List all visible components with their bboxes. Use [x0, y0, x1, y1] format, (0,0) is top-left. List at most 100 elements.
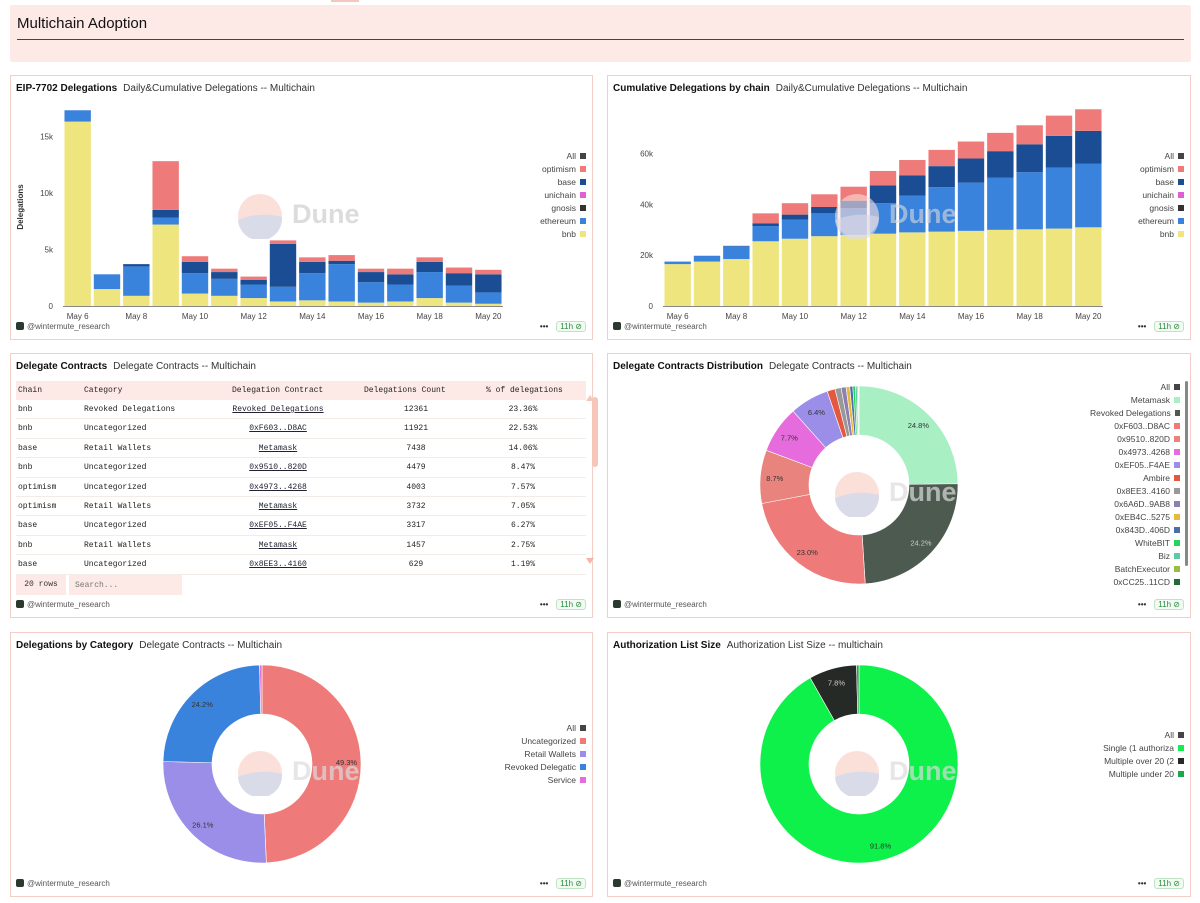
legend-item[interactable]: Metamask: [1090, 394, 1180, 407]
table-row[interactable]: bnb Uncategorized 0x9510..820D 4479 8.47%: [16, 458, 586, 478]
scroll-down-icon[interactable]: [585, 557, 595, 565]
legend-item[interactable]: optimism: [1114, 163, 1184, 176]
legend-scrollbar[interactable]: [1185, 381, 1188, 566]
legend-item[interactable]: BatchExecutor: [1090, 563, 1180, 576]
table-row[interactable]: bnb Revoked Delegations Revoked Delegation…: [16, 400, 586, 420]
more-options-icon[interactable]: •••: [1137, 322, 1147, 331]
panel-title: Authorization List Size Authorization Lis…: [613, 640, 883, 651]
legend-item[interactable]: Single (1 authoriza: [1094, 742, 1184, 755]
column-header[interactable]: Delegation Contract: [232, 386, 324, 395]
legend-item[interactable]: 0x6A6D..9AB8: [1090, 498, 1180, 511]
legend-item[interactable]: Retail Wallets: [496, 748, 586, 761]
legend-item[interactable]: All: [1114, 150, 1184, 163]
refresh-age-badge[interactable]: 11h ⊘: [556, 599, 586, 610]
scroll-up-icon[interactable]: [585, 394, 595, 402]
author-link[interactable]: @wintermute_research: [624, 322, 707, 331]
contract-link[interactable]: Metamask: [258, 501, 298, 511]
legend-item[interactable]: gnosis: [1114, 202, 1184, 215]
legend-item[interactable]: 0x843D..406D: [1090, 524, 1180, 537]
legend-item[interactable]: 0x4973..4268: [1090, 446, 1180, 459]
author-link[interactable]: @wintermute_research: [624, 879, 707, 888]
contract-link[interactable]: 0x8EE3..4160: [249, 560, 307, 570]
legend-swatch: [580, 764, 586, 770]
table-row[interactable]: bnb Uncategorized 0xF603..D8AC 11921 22.53%: [16, 419, 586, 439]
author-link[interactable]: @wintermute_research: [27, 322, 110, 331]
legend-item[interactable]: All: [1094, 729, 1184, 742]
legend-item[interactable]: Multiple under 20: [1094, 768, 1184, 781]
table-row[interactable]: optimism Retail Wallets Metamask 3732 7.05%: [16, 497, 586, 517]
author-link[interactable]: @wintermute_research: [27, 879, 110, 888]
refresh-age-badge[interactable]: 11h ⊘: [556, 321, 586, 332]
table-cell: Uncategorized: [84, 463, 147, 473]
column-header[interactable]: % of delegations: [486, 386, 563, 395]
legend-item[interactable]: Revoked Delegatic: [496, 761, 586, 774]
table-cell: bnb: [18, 405, 33, 414]
legend-item[interactable]: base: [1114, 176, 1184, 189]
refresh-age-badge[interactable]: 11h ⊘: [1154, 321, 1184, 332]
bar-ethereum: [240, 284, 267, 299]
legend-item[interactable]: 0xCC25..11CD: [1090, 576, 1180, 586]
legend-item[interactable]: bnb: [516, 228, 586, 241]
contract-link[interactable]: Metamask: [258, 443, 298, 453]
table-scrollbar[interactable]: [592, 397, 598, 557]
legend-item[interactable]: All: [516, 150, 586, 163]
rows-count-button[interactable]: 20 rows: [16, 575, 66, 595]
table-search-input[interactable]: [69, 575, 182, 595]
column-header[interactable]: Chain: [18, 386, 43, 395]
refresh-age-badge[interactable]: 11h ⊘: [1154, 599, 1184, 610]
column-header[interactable]: Delegations Count: [364, 386, 446, 395]
table-row[interactable]: base Uncategorized 0x8EE3..4160 629 1.19%: [16, 555, 586, 575]
more-options-icon[interactable]: •••: [539, 322, 549, 331]
legend-item[interactable]: 0xF603..D8AC: [1090, 420, 1180, 433]
legend-item[interactable]: Uncategorized: [496, 735, 586, 748]
legend-item[interactable]: 0xEB4C..5275: [1090, 511, 1180, 524]
legend-item[interactable]: Biz: [1090, 550, 1180, 563]
table-row[interactable]: bnb Retail Wallets Metamask 1457 2.75%: [16, 536, 586, 556]
contract-link[interactable]: 0xEF05..F4AE: [249, 521, 307, 531]
contract-link[interactable]: Metamask: [258, 540, 298, 550]
legend-item[interactable]: All: [496, 722, 586, 735]
legend-item[interactable]: unichain: [516, 189, 586, 202]
legend-item[interactable]: Service: [496, 774, 586, 787]
legend-item[interactable]: 0x9510..820D: [1090, 433, 1180, 446]
legend-item[interactable]: optimism: [516, 163, 586, 176]
refresh-age-badge[interactable]: 11h ⊘: [1154, 878, 1184, 889]
legend-item[interactable]: Ambire: [1090, 472, 1180, 485]
scrollbar-thumb[interactable]: [592, 397, 598, 467]
table-cell: 6.27%: [510, 521, 536, 531]
legend-item[interactable]: Revoked Delegations: [1090, 407, 1180, 420]
more-options-icon[interactable]: •••: [539, 879, 549, 888]
refresh-age-badge[interactable]: 11h ⊘: [556, 878, 586, 889]
author-link[interactable]: @wintermute_research: [624, 600, 707, 609]
x-tick-label: May 18: [417, 312, 444, 321]
more-options-icon[interactable]: •••: [1137, 600, 1147, 609]
contract-link[interactable]: 0x9510..820D: [249, 463, 307, 473]
legend-swatch: [1174, 501, 1180, 507]
contract-link[interactable]: 0xF603..D8AC: [249, 424, 307, 434]
more-options-icon[interactable]: •••: [539, 600, 549, 609]
legend-item[interactable]: bnb: [1114, 228, 1184, 241]
legend-item[interactable]: Multiple over 20 (2: [1094, 755, 1184, 768]
contract-link[interactable]: 0x4973..4268: [249, 482, 307, 492]
table-row[interactable]: base Retail Wallets Metamask 7438 14.06%: [16, 439, 586, 459]
table-row[interactable]: optimism Uncategorized 0x4973..4268 4003 7.5…: [16, 478, 586, 497]
legend-item[interactable]: unichain: [1114, 189, 1184, 202]
table-cell: Uncategorized: [84, 482, 147, 492]
bar-bnb: [387, 301, 414, 306]
more-options-icon[interactable]: •••: [1137, 879, 1147, 888]
bar-ethereum: [357, 282, 385, 303]
contract-link[interactable]: Revoked Delegations: [232, 405, 324, 414]
column-header[interactable]: Category: [84, 386, 123, 395]
legend-item[interactable]: 0xEF05..F4AE: [1090, 459, 1180, 472]
legend-item[interactable]: ethereum: [1114, 215, 1184, 228]
legend-item[interactable]: 0x8EE3..4160: [1090, 485, 1180, 498]
legend-swatch: [580, 218, 586, 224]
legend-item[interactable]: WhiteBIT: [1090, 537, 1180, 550]
table-row[interactable]: base Uncategorized 0xEF05..F4AE 3317 6.27%: [16, 516, 586, 536]
bar-base: [328, 260, 355, 265]
legend-item[interactable]: base: [516, 176, 586, 189]
author-link[interactable]: @wintermute_research: [27, 600, 110, 609]
legend-item[interactable]: ethereum: [516, 215, 586, 228]
legend-item[interactable]: gnosis: [516, 202, 586, 215]
legend-item[interactable]: All: [1090, 381, 1180, 394]
